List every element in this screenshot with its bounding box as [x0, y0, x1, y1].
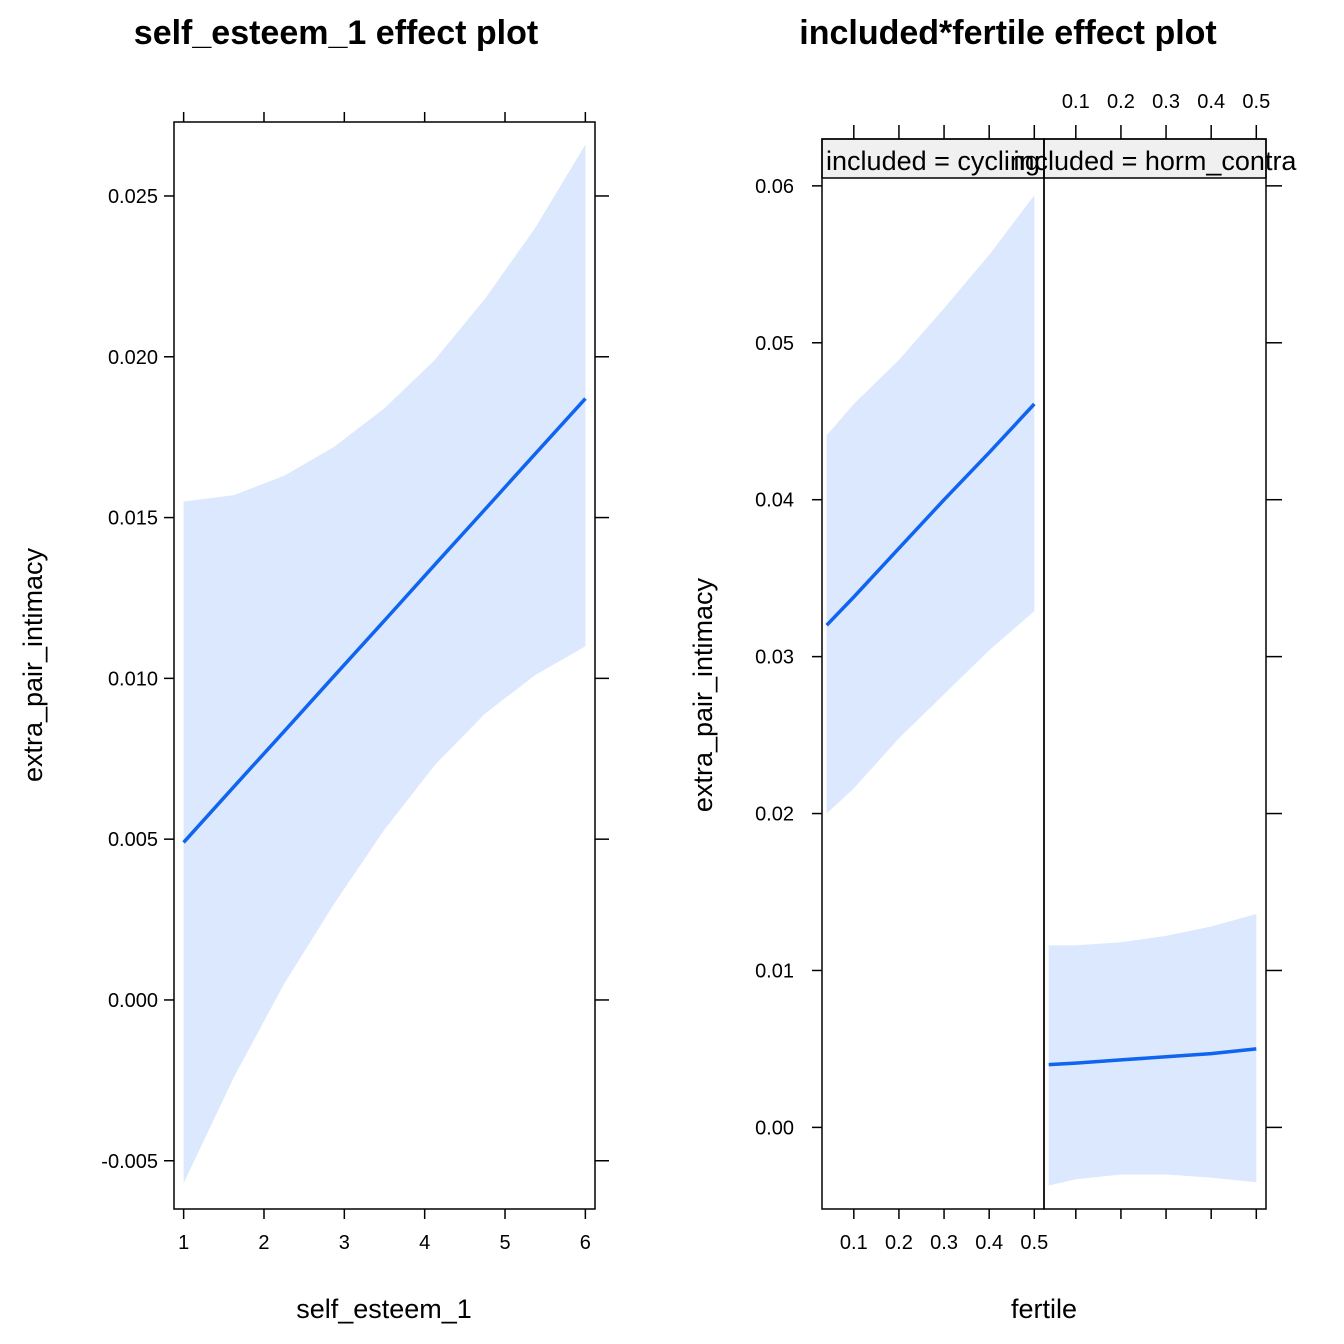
- fit-line: [182, 397, 587, 844]
- chart-title: self_esteem_1 effect plot: [134, 14, 538, 52]
- x-tick-label: 2: [258, 1232, 269, 1254]
- y-tick-label: 0.01: [755, 960, 794, 982]
- y-tick-label: 0.020: [108, 347, 158, 369]
- confidence-band: [183, 144, 586, 1184]
- y-tick-label: 0.025: [108, 186, 158, 208]
- fit-line-group: [825, 402, 1257, 1067]
- confidence-band-group: [183, 144, 586, 1184]
- panel-strip-label: included = horm_contra: [1014, 146, 1298, 176]
- x-tick-label: 0.3: [1152, 91, 1180, 113]
- x-tick-label: 0.5: [1242, 91, 1270, 113]
- x-tick-label: 0.2: [885, 1232, 913, 1254]
- y-tick-label: 0.06: [755, 176, 794, 198]
- plot-frame-right-panel: [1043, 138, 1267, 1210]
- x-axis-label: fertile: [1011, 1294, 1077, 1324]
- y-tick-label: 0.010: [108, 668, 158, 690]
- axis-ticks: 0.1 0.2 0.3 0.4 0.5 0.1 0.2 0.3 0.4 0.5 0.00 0.01 0.…: [755, 91, 1282, 1254]
- confidence-band: [826, 195, 1035, 814]
- y-axis-label: extra_pair_intimacy: [688, 577, 718, 812]
- y-tick-label: -0.005: [101, 1151, 158, 1173]
- confidence-band-group: [826, 195, 1257, 1186]
- panel-strip-label: included = cycling: [826, 146, 1040, 176]
- fit-line: [825, 402, 1036, 627]
- chart-self-esteem: self_esteem_1 effect plot 1 2 3 4 5 6 -0.005 0.…: [18, 14, 609, 1324]
- chart-title: included*fertile effect plot: [799, 14, 1217, 52]
- axis-ticks: 1 2 3 4 5 6 -0.005 0.000 0.005 0.010 0.015 0.020 0.0…: [101, 112, 609, 1254]
- y-tick-label: 0.000: [108, 990, 158, 1012]
- chart-included-fertile: included*fertile effect plot included = …: [688, 14, 1297, 1324]
- y-tick-label: 0.00: [755, 1117, 794, 1139]
- y-tick-label: 0.015: [108, 508, 158, 530]
- x-tick-label: 0.1: [840, 1232, 868, 1254]
- x-tick-label: 0.2: [1107, 91, 1135, 113]
- y-axis-label: extra_pair_intimacy: [18, 547, 48, 782]
- y-tick-label: 0.03: [755, 647, 794, 669]
- y-tick-label: 0.04: [755, 490, 794, 512]
- y-tick-label: 0.05: [755, 333, 794, 355]
- x-tick-label: 3: [339, 1232, 350, 1254]
- x-axis-label: self_esteem_1: [296, 1294, 472, 1324]
- x-tick-label: 4: [419, 1232, 430, 1254]
- y-tick-label: 0.02: [755, 804, 794, 826]
- confidence-band: [1048, 914, 1257, 1186]
- fit-line: [1048, 1047, 1257, 1067]
- x-tick-label: 0.1: [1062, 91, 1090, 113]
- x-tick-label: 6: [580, 1232, 591, 1254]
- x-tick-label: 0.3: [930, 1232, 958, 1254]
- y-tick-label: 0.005: [108, 829, 158, 851]
- fit-line-group: [182, 397, 587, 844]
- x-tick-label: 1: [178, 1232, 189, 1254]
- x-tick-label: 0.4: [975, 1232, 1003, 1254]
- x-tick-label: 0.5: [1020, 1232, 1048, 1254]
- plot-frame: [173, 121, 596, 1210]
- x-tick-label: 0.4: [1197, 91, 1225, 113]
- x-tick-label: 5: [499, 1232, 510, 1254]
